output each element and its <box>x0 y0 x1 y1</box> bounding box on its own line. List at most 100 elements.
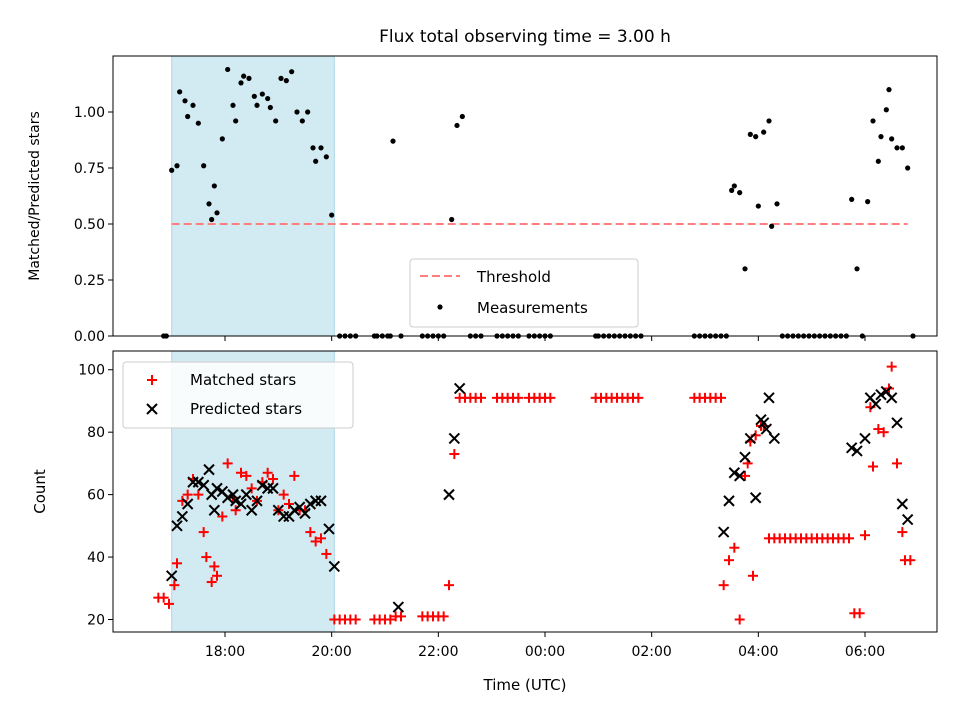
y-tick-label: 0.75 <box>74 161 105 177</box>
measurement-point <box>899 145 905 151</box>
matched-star-point <box>209 561 220 572</box>
matched-star-point <box>844 533 854 544</box>
predicted-star-point <box>235 498 247 510</box>
matched-star-point <box>734 614 745 625</box>
legend-measurements-swatch <box>437 304 443 310</box>
measurement-point <box>206 201 212 207</box>
measurement-point <box>323 154 329 160</box>
measurement-point <box>214 210 220 216</box>
predicted-star-point <box>760 423 773 435</box>
predicted-star-point <box>443 488 455 501</box>
measurement-point <box>174 163 180 169</box>
measurement-point <box>753 134 759 140</box>
measurement-point <box>177 89 183 95</box>
x-axis-label: Time (UTC) <box>483 676 567 694</box>
measurement-point <box>294 109 300 115</box>
bottom-y-ticks: 20 40 60 80 100 <box>78 363 113 629</box>
matched-star-point <box>350 614 361 625</box>
matched-star-point <box>262 467 273 478</box>
y-tick-label: 0.50 <box>74 217 105 233</box>
matched-star-point <box>476 392 486 403</box>
measurement-point <box>774 201 780 207</box>
predicted-star-point <box>176 510 189 523</box>
predicted-star-point <box>757 417 770 429</box>
predicted-star-point <box>245 504 258 516</box>
matched-star-point <box>284 498 294 509</box>
top-highlight-span <box>171 55 335 337</box>
measurement-point <box>233 118 239 124</box>
top-y-axis-label: Matched/Predicted stars <box>27 111 43 281</box>
predicted-star-point <box>181 498 194 510</box>
bottom-legend: Matched stars Predicted stars <box>122 361 354 429</box>
measurement-point <box>870 118 876 124</box>
matched-star-point <box>729 542 740 553</box>
x-tick-label: 20:00 <box>311 644 351 660</box>
legend-threshold-label: Threshold <box>476 268 551 286</box>
matched-star-point <box>169 580 180 591</box>
predicted-star-point <box>869 398 882 410</box>
top-axes-frame <box>112 55 938 337</box>
predicted-star-point <box>323 523 335 535</box>
predicted-star-point <box>197 479 210 491</box>
measurement-point <box>761 129 767 135</box>
top-panel: 0.00 0.25 0.50 0.75 1.00 Flux total observin… <box>27 27 938 345</box>
matched-star-point <box>718 580 729 591</box>
measurement-point <box>273 118 279 124</box>
measurement-point <box>246 75 252 81</box>
measurement-point <box>454 122 460 129</box>
matched-star-point <box>310 536 321 547</box>
chart-title: Flux total observing time = 3.00 h <box>379 27 671 47</box>
matched-star-point <box>905 555 916 566</box>
predicted-star-point <box>901 513 914 526</box>
measurement-point <box>267 104 273 111</box>
measurement-point <box>883 107 889 113</box>
y-tick-label: 60 <box>87 488 105 504</box>
predicted-star-point <box>165 570 178 582</box>
matched-star-point <box>305 527 316 538</box>
predicted-star-point <box>251 495 263 507</box>
measurement-point <box>230 102 236 108</box>
predicted-star-point <box>328 560 341 573</box>
legend-measurements-label: Measurements <box>477 299 588 317</box>
measurement-point <box>849 196 855 202</box>
predicted-star-point <box>728 467 741 479</box>
measurement-point <box>219 136 225 142</box>
predicted-star-point <box>288 504 301 516</box>
matched-star-point <box>878 427 889 438</box>
predicted-star-point <box>267 482 279 495</box>
predicted-star-point <box>221 492 234 504</box>
measurement-point <box>265 95 271 102</box>
y-tick-label: 80 <box>87 425 105 441</box>
x-tick-label: 18:00 <box>205 644 245 660</box>
predicted-star-point <box>392 601 405 613</box>
y-tick-label: 20 <box>87 613 105 629</box>
measurement-point <box>241 73 247 79</box>
predicted-star-point <box>896 498 909 510</box>
measurement-point <box>278 75 284 81</box>
matched-star-point <box>217 511 228 522</box>
measurement-point <box>878 134 884 140</box>
y-tick-label: 1.00 <box>74 105 105 121</box>
measurement-point <box>886 87 892 93</box>
matched-star-point <box>230 505 241 516</box>
matched-star-point <box>268 474 278 485</box>
measurement-point <box>731 183 737 189</box>
measurement-points <box>161 66 916 339</box>
measurement-point <box>209 216 215 223</box>
top-x-ticks <box>224 336 866 341</box>
measurement-point <box>894 145 900 151</box>
matched-star-point <box>513 392 524 403</box>
predicted-star-point <box>739 451 751 463</box>
predicted-star-point <box>211 482 223 495</box>
top-legend: Threshold Measurements <box>409 258 639 328</box>
x-tick-label: 04:00 <box>738 644 778 660</box>
bottom-axes-frame <box>112 350 938 633</box>
measurement-point <box>865 199 871 205</box>
predicted-star-point <box>768 432 781 445</box>
measurement-point <box>259 91 265 97</box>
matched-star-point <box>172 558 182 569</box>
measurement-point <box>747 131 753 137</box>
measurement-point <box>195 120 201 126</box>
